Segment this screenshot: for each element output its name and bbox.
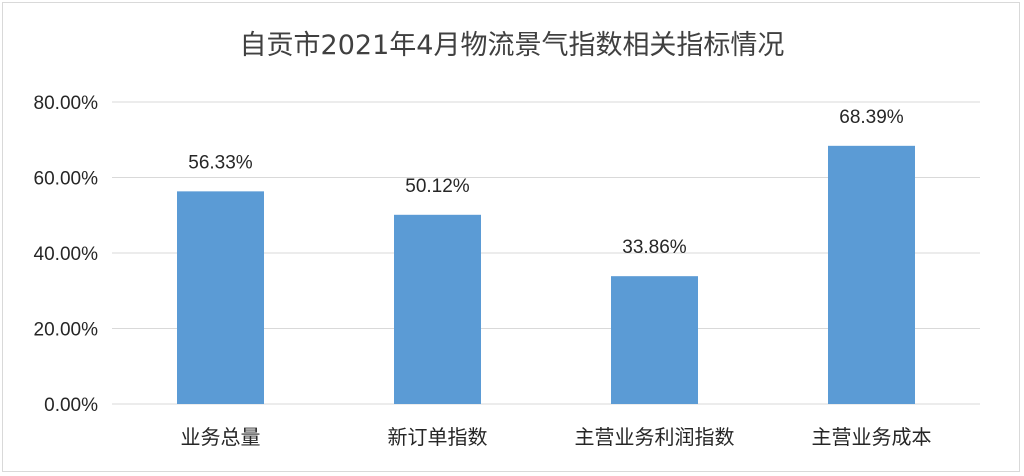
- data-label: 56.33%: [188, 152, 253, 173]
- bars: [177, 145, 915, 404]
- y-tick-label: 0.00%: [44, 395, 98, 416]
- y-tick-label: 40.00%: [34, 244, 99, 265]
- category-label: 业务总量: [181, 425, 261, 449]
- y-tick-label: 60.00%: [34, 169, 99, 190]
- data-label: 68.39%: [839, 107, 904, 128]
- bar: [828, 145, 915, 404]
- category-label: 新订单指数: [388, 425, 488, 449]
- x-axis-categories: 业务总量 新订单指数 主营业务利润指数 主营业务成本: [181, 425, 932, 449]
- bar: [611, 276, 698, 404]
- y-axis-ticks: 0.00% 20.00% 40.00% 60.00% 80.00%: [34, 93, 99, 416]
- category-label: 主营业务成本: [812, 425, 932, 449]
- data-labels: 56.33% 50.12% 33.86% 68.39%: [188, 107, 904, 258]
- y-tick-label: 80.00%: [34, 93, 99, 114]
- data-label: 33.86%: [622, 237, 687, 258]
- bar: [177, 191, 264, 404]
- data-label: 50.12%: [405, 176, 470, 197]
- bar: [394, 214, 481, 404]
- y-tick-label: 20.00%: [34, 320, 99, 341]
- chart-title: 自贡市2021年4月物流景气指数相关指标情况: [240, 30, 785, 61]
- category-label: 主营业务利润指数: [575, 425, 735, 449]
